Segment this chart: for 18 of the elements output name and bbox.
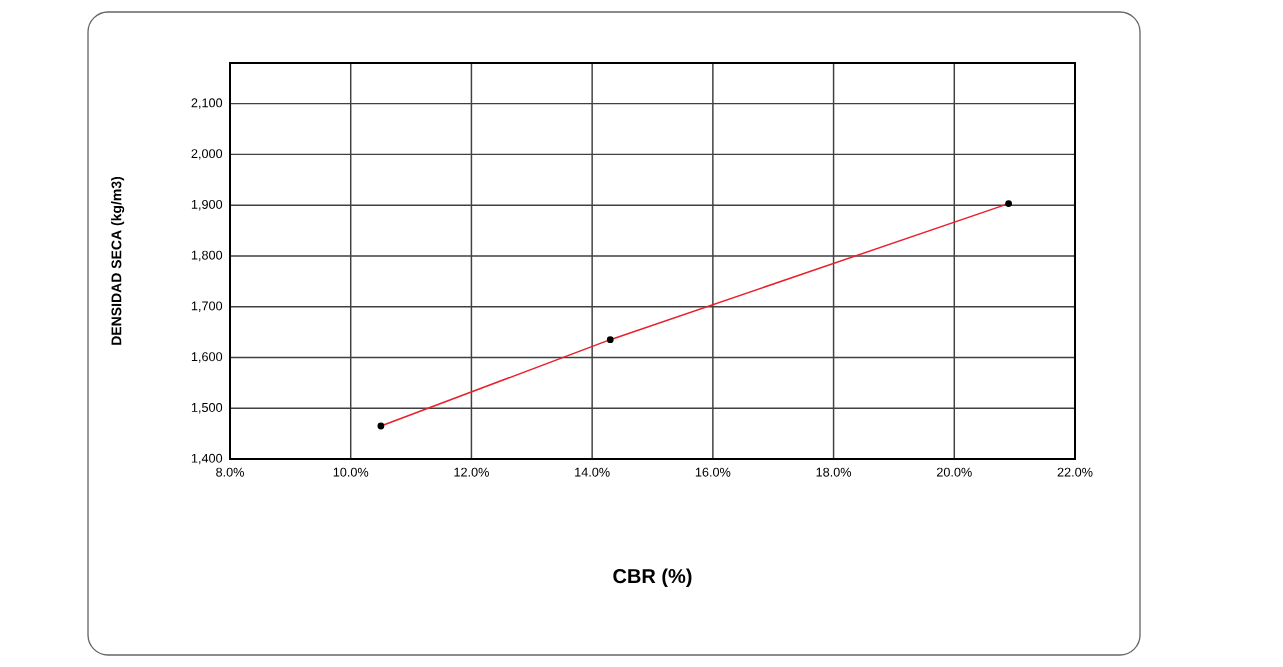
x-tick-label: 18.0% [816, 467, 852, 477]
x-tick-label: 12.0% [454, 467, 489, 477]
x-tick-label: 22.0% [1057, 467, 1093, 477]
y-tick-label: 1,700 [191, 301, 223, 312]
y-tick-label: 1,500 [191, 402, 223, 414]
y-tick-label: 2,100 [191, 98, 223, 109]
y-tick-label: 1,900 [191, 199, 223, 211]
x-axis-title: CBR (%) [613, 568, 692, 588]
x-tick-label: 20.0% [936, 467, 972, 477]
x-tick-label: 10.0% [333, 467, 369, 477]
y-tick-label: 2,000 [191, 149, 223, 160]
x-tick-label: 8.0% [216, 467, 244, 477]
x-tick-label: 16.0% [695, 467, 731, 477]
x-tick-label: 14.0% [575, 467, 610, 477]
y-tick-label: 1,400 [191, 453, 223, 465]
y-tick-label: 1,800 [191, 250, 223, 262]
y-axis-title: DENSIDAD SECA (kg/m3) [111, 176, 125, 345]
y-tick-label: 1,600 [191, 352, 223, 363]
